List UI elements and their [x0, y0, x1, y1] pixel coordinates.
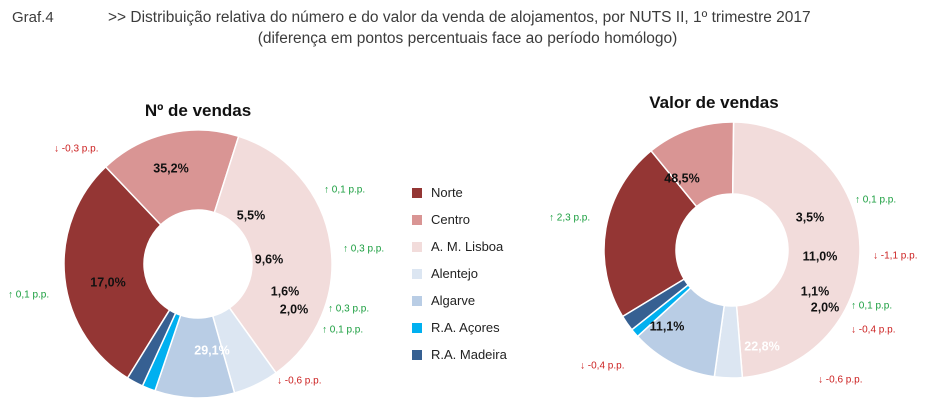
change-label-alentejo: ↑ 0,1 p.p. [855, 195, 896, 206]
legend-label-madeira: R.A. Madeira [431, 347, 507, 362]
value-label-centro: 11,1% [650, 319, 685, 333]
slice-norte [63, 165, 171, 380]
value-label-centro: 17,0% [90, 275, 125, 289]
slice-madeira [621, 278, 690, 331]
value-label-lisboa: 35,2% [153, 161, 188, 175]
legend-item-algarve: Algarve [412, 287, 507, 314]
change-label-centro: ↑ 0,1 p.p. [8, 290, 49, 301]
slice-norte [603, 149, 698, 318]
legend-item-acores: R.A. Açores [412, 314, 507, 341]
value-label-alentejo: 5,5% [237, 208, 266, 222]
change-label-algarve: ↑ 0,3 p.p. [343, 244, 384, 255]
value-label-norte: 22,8% [744, 339, 779, 353]
value-label-algarve: 11,0% [803, 249, 838, 263]
change-label-madeira: ↓ -0,4 p.p. [851, 325, 895, 336]
legend-swatch-lisboa [412, 241, 422, 252]
legend-swatch-alentejo [412, 268, 422, 279]
value-label-acores: 1,1% [801, 284, 830, 298]
legend-item-lisboa: A. M. Lisboa [412, 233, 507, 260]
donut-chart-1: Nº de vendas 29,1% 17,0% 35,2% 5,5% 9,6% 1,6% 2… [8, 101, 384, 399]
legend-label-acores: R.A. Açores [431, 320, 500, 335]
value-label-lisboa: 48,5% [664, 171, 699, 185]
change-label-norte: ↓ -0,6 p.p. [818, 375, 862, 386]
donut-title: Nº de vendas [145, 101, 251, 120]
value-label-algarve: 9,6% [255, 252, 284, 266]
legend-label-norte: Norte [431, 185, 463, 200]
legend-item-madeira: R.A. Madeira [412, 341, 507, 368]
legend-swatch-centro [412, 214, 422, 225]
legend-label-algarve: Algarve [431, 293, 476, 308]
legend-swatch-algarve [412, 295, 422, 306]
change-label-lisboa: ↑ 2,3 p.p. [549, 213, 590, 224]
value-label-madeira: 2,0% [280, 302, 309, 316]
slice-lisboa [731, 121, 861, 379]
slice-madeira [126, 308, 177, 387]
donut-chart-2: Valor de vendas 22,8% 11,1% 48,5% 3,5% 11,0% 1… [549, 93, 917, 386]
slice-lisboa [213, 135, 333, 374]
legend: Norte Centro A. M. Lisboa Alentejo Algar… [412, 179, 507, 368]
change-label-acores: ↑ 0,3 p.p. [328, 304, 369, 315]
figure-number: Graf.4 [12, 9, 54, 26]
legend-swatch-madeira [412, 349, 422, 360]
value-label-norte: 29,1% [194, 343, 229, 357]
donut-title: Valor de vendas [649, 93, 778, 112]
legend-swatch-acores [412, 322, 422, 333]
change-label-acores: ↑ 0,1 p.p. [851, 301, 892, 312]
change-label-alentejo: ↑ 0,1 p.p. [324, 185, 365, 196]
change-label-madeira: ↑ 0,1 p.p. [322, 325, 363, 336]
legend-item-alentejo: Alentejo [412, 260, 507, 287]
chart-header: Graf.4 >> Distribuição relativa do númer… [0, 0, 935, 60]
change-label-lisboa: ↓ -0,3 p.p. [54, 144, 98, 155]
value-label-alentejo: 3,5% [796, 210, 825, 224]
legend-item-centro: Centro [412, 206, 507, 233]
legend-label-lisboa: A. M. Lisboa [431, 239, 504, 254]
legend-swatch-norte [412, 187, 422, 198]
legend-item-norte: Norte [412, 179, 507, 206]
legend-label-centro: Centro [431, 212, 471, 227]
chart-subtitle: (diferença em pontos percentuais face ao… [257, 30, 678, 47]
change-label-norte: ↓ -0,6 p.p. [277, 376, 321, 387]
value-label-madeira: 2,0% [811, 300, 840, 314]
value-label-acores: 1,6% [271, 284, 300, 298]
slice-centro [104, 129, 240, 226]
chart-main-title: >> Distribuição relativa do número e do … [108, 9, 811, 26]
change-label-algarve: ↓ -1,1 p.p. [873, 251, 917, 262]
change-label-centro: ↓ -0,4 p.p. [580, 361, 624, 372]
legend-label-alentejo: Alentejo [431, 266, 478, 281]
